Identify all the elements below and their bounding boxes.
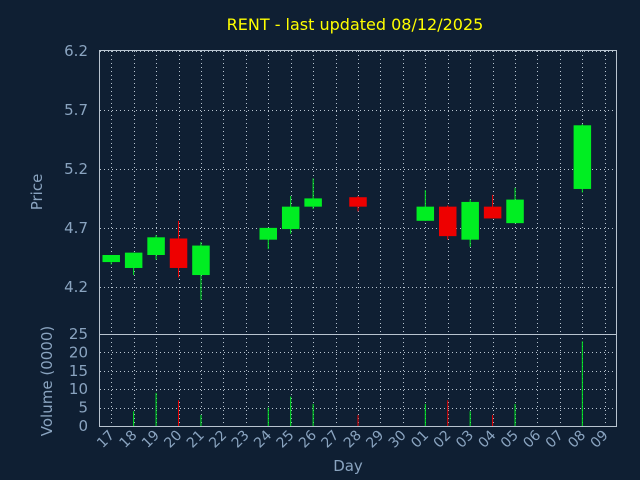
x-tick-label: 29 — [363, 428, 387, 452]
x-tick-label: 28 — [341, 428, 365, 452]
chart-title: RENT - last updated 08/12/2025 — [227, 15, 484, 34]
volume-grid — [100, 334, 616, 426]
volume-tick-label: 20 — [69, 343, 88, 361]
candle-down — [169, 238, 188, 268]
price-tick-label: 5.2 — [64, 160, 88, 178]
x-tick-label: 27 — [318, 428, 342, 452]
volume-tick-label: 15 — [69, 362, 88, 380]
x-tick-label: 05 — [498, 428, 522, 452]
candle-up — [506, 199, 524, 224]
x-tick-label: 19 — [139, 428, 163, 452]
x-tick-label: 07 — [543, 428, 567, 452]
price-tick-label: 4.2 — [64, 278, 88, 296]
x-tick-label: 17 — [94, 428, 118, 452]
x-tick-label: 02 — [431, 428, 455, 452]
x-tick-label: 20 — [161, 428, 185, 452]
candle-down — [349, 197, 367, 207]
candle-up — [304, 198, 322, 207]
volume-tick-label: 0 — [78, 417, 88, 435]
candle-up — [102, 254, 120, 263]
x-tick-label: 06 — [520, 427, 544, 451]
price-grid — [100, 51, 616, 334]
volume-axis-label: Volume (0000) — [38, 326, 56, 436]
price-tick-labels: 4.2 4.7 5.2 5.7 6.2 — [64, 42, 88, 296]
volume-tick-label: 10 — [69, 380, 88, 398]
x-tick-label: 30 — [386, 428, 410, 452]
x-tick-label: 01 — [408, 428, 432, 452]
x-tick-label: 04 — [476, 427, 500, 451]
candle-up — [192, 245, 210, 276]
x-tick-label: 23 — [229, 428, 253, 452]
candle-up — [281, 206, 300, 230]
x-tick-label: 18 — [117, 428, 141, 452]
x-tick-label: 03 — [453, 428, 477, 452]
candle-up — [573, 125, 592, 189]
candle-up — [461, 201, 479, 240]
price-tick-label: 6.2 — [64, 42, 88, 60]
candle-up — [124, 252, 143, 268]
x-tick-label: 25 — [274, 428, 298, 452]
candle-up — [147, 237, 165, 255]
volume-panel-frame — [99, 334, 617, 427]
x-axis-label: Day — [333, 457, 363, 475]
candle-down — [483, 206, 502, 219]
x-tick-label: 21 — [184, 428, 208, 452]
x-tick-label: 22 — [206, 428, 230, 452]
price-tick-label: 4.7 — [64, 219, 88, 237]
x-tick-label: 24 — [251, 427, 275, 451]
volume-bars — [133, 341, 583, 426]
x-tick-label: 09 — [588, 428, 612, 452]
price-tick-label: 5.7 — [64, 101, 88, 119]
volume-tick-label: 25 — [69, 325, 88, 343]
x-tick-label: 26 — [296, 427, 320, 451]
candles — [102, 124, 592, 300]
volume-tick-label: 5 — [78, 399, 88, 417]
candle-up — [259, 227, 278, 240]
candle-down — [438, 206, 457, 237]
x-tick-labels: 1718192021222324252627282930010203040506… — [94, 427, 611, 451]
x-tick-label: 08 — [565, 428, 589, 452]
y-axis-label: Price — [28, 174, 46, 211]
candle-up — [416, 206, 435, 221]
